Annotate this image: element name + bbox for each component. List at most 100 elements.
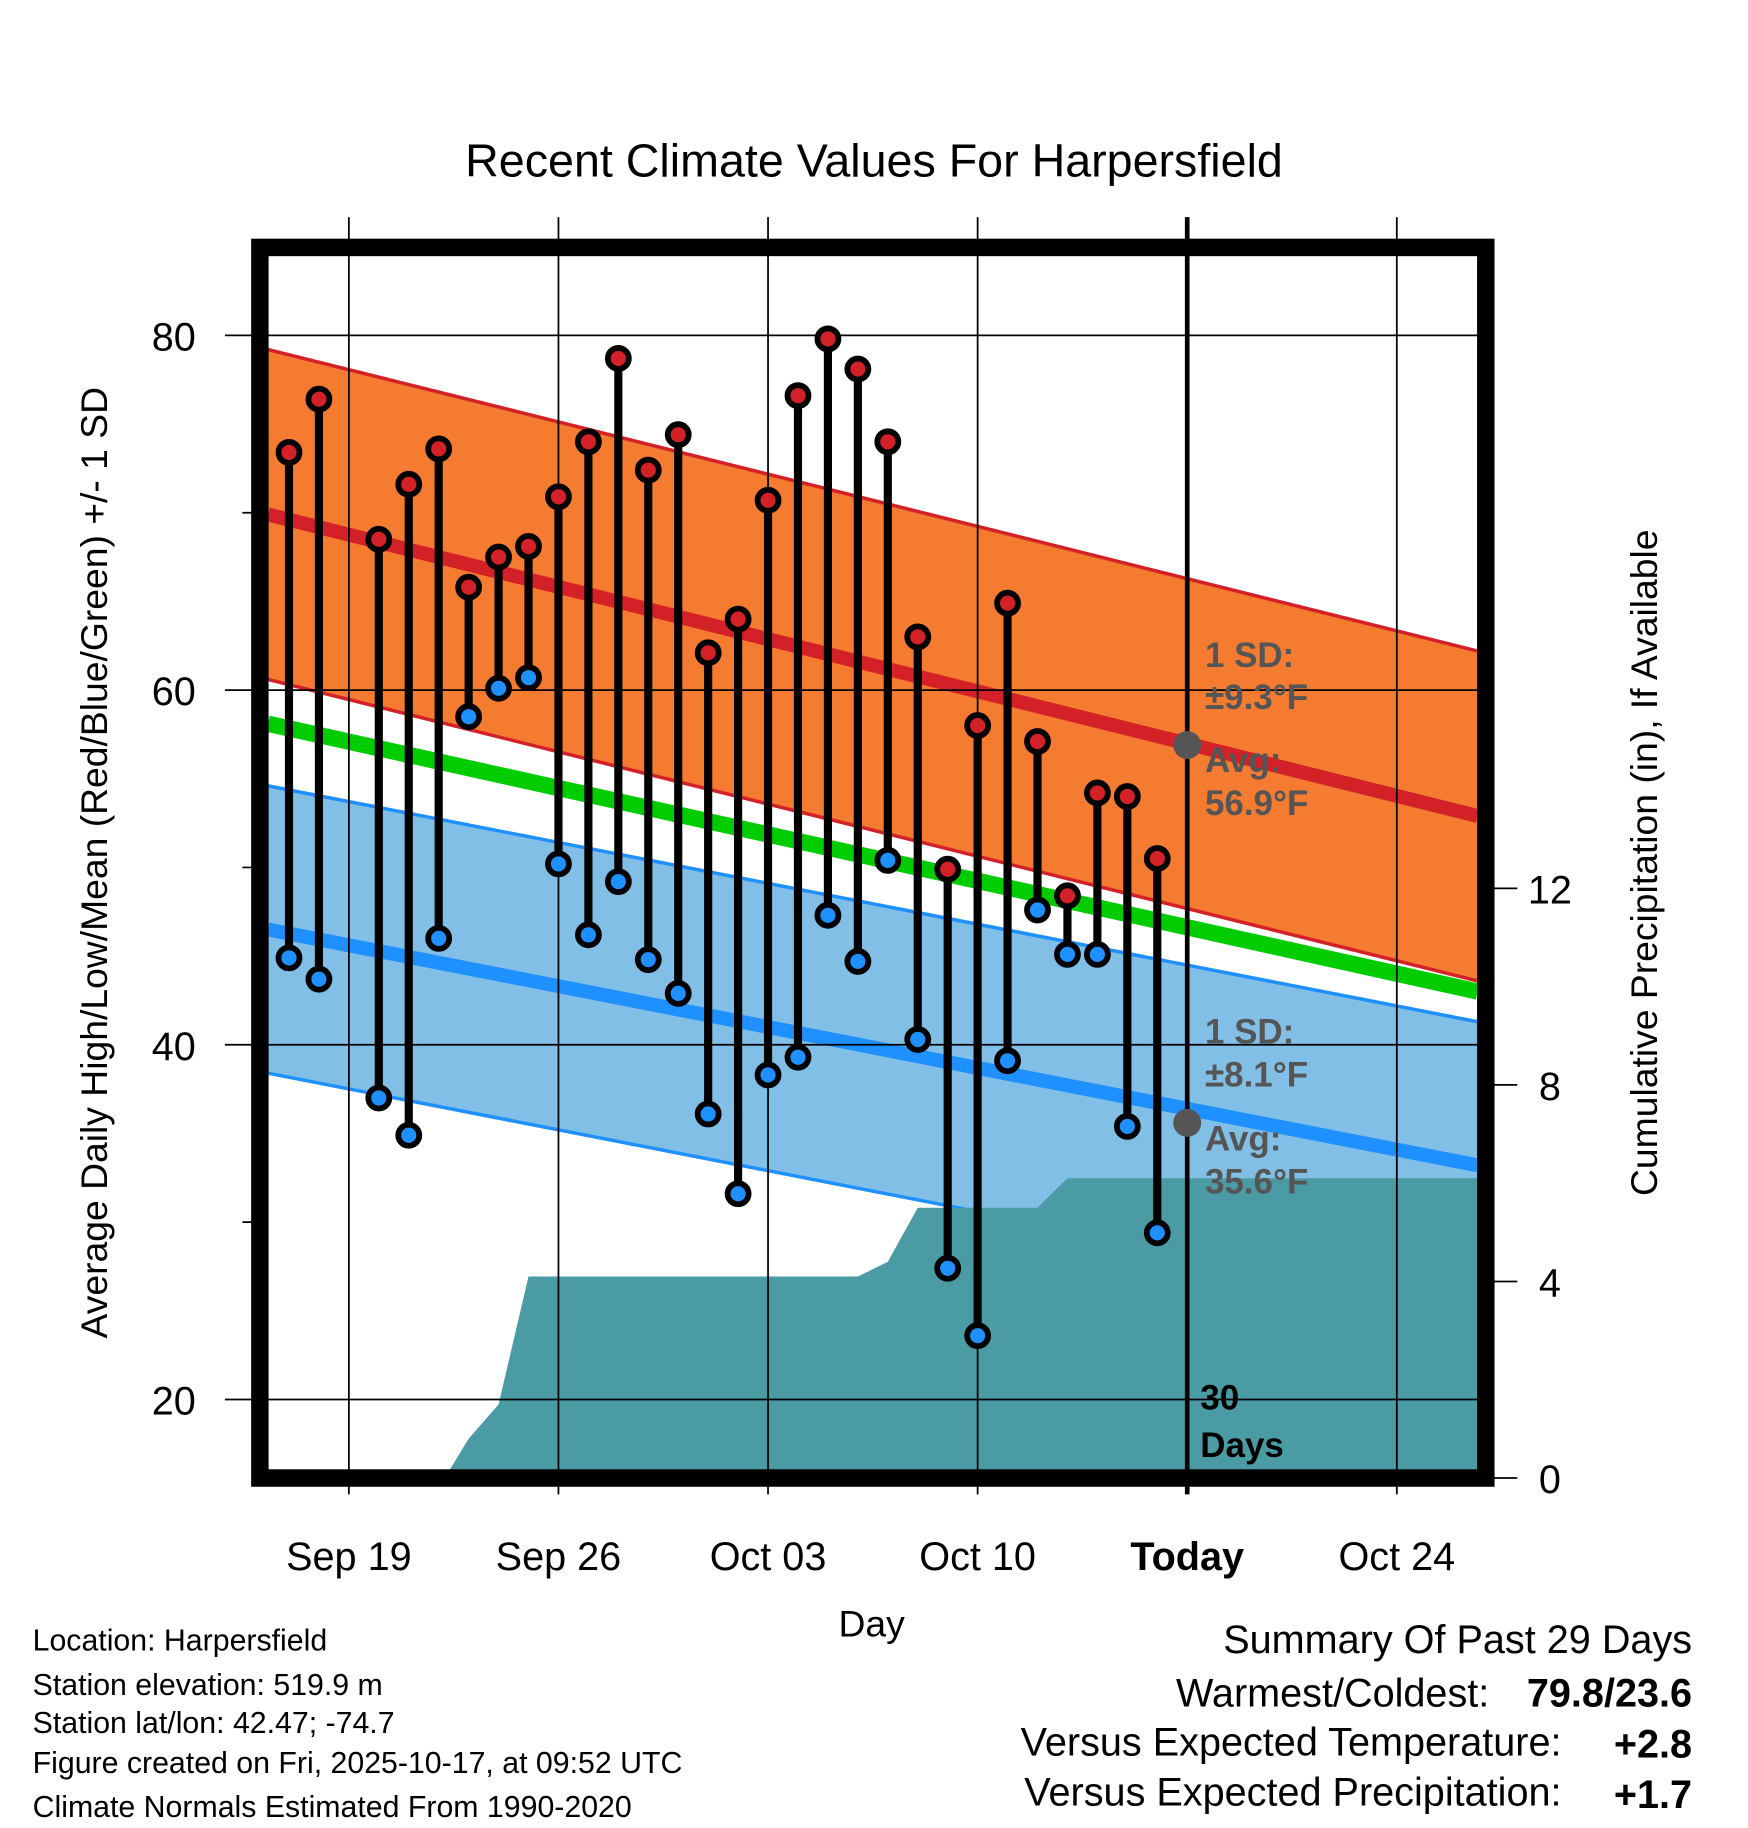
y2-tick-label: 4: [1539, 1262, 1561, 1306]
daily-high-point: [814, 325, 842, 353]
daily-low-point: [904, 1026, 932, 1053]
daily-low-point: [1054, 940, 1081, 968]
daily-high-point: [545, 483, 572, 511]
y-tick-label: 80: [152, 315, 196, 359]
summary-temp-label: Versus Expected Temperature:: [1021, 1720, 1562, 1764]
daily-low-point: [844, 948, 872, 975]
daily-high-point: [425, 435, 453, 463]
daily-low-point: [664, 979, 692, 1007]
daily-low-point: [634, 946, 662, 974]
daily-low-point: [305, 965, 333, 993]
daily-high-point: [574, 428, 602, 456]
daily-low-point: [874, 846, 902, 874]
daily-high-point: [395, 470, 423, 498]
footer-normals: Climate Normals Estimated From 1990-2020: [33, 1791, 632, 1824]
daily-low-point: [365, 1084, 393, 1112]
avg-low-line: [266, 922, 1479, 1173]
x-tick-label: Today: [1130, 1535, 1244, 1579]
daily-high-point: [994, 589, 1021, 617]
daily-low-point: [455, 703, 483, 731]
footer-location: Location: Harpersfield: [33, 1624, 328, 1657]
daily-low-point: [1083, 940, 1111, 968]
daily-high-point: [305, 385, 333, 413]
daily-low-point: [964, 1322, 992, 1350]
low-sd-label: 1 SD:: [1205, 1012, 1294, 1051]
daily-high-point: [515, 533, 542, 560]
daily-high-point: [694, 639, 722, 667]
daily-low-point: [275, 944, 303, 972]
daily-low-point: [574, 921, 602, 949]
axes: Sep 19 Sep 26 Oct 03 Oct 10 Today Oct 2420406…: [152, 217, 1572, 1579]
daily-low-point: [994, 1047, 1021, 1075]
daily-low-point: [1024, 896, 1051, 924]
daily-low-point: [545, 850, 572, 878]
daily-low-point: [1113, 1112, 1141, 1140]
x-tick-label: Oct 10: [919, 1535, 1036, 1579]
daily-high-point: [365, 525, 393, 553]
low-avg-label: Avg:: [1205, 1120, 1281, 1159]
x-axis-label: Day: [839, 1603, 906, 1645]
summary-title: Summary Of Past 29 Days: [1223, 1618, 1692, 1662]
daily-low-point: [754, 1061, 782, 1089]
daily-low-point: [694, 1100, 722, 1128]
low-sd-band-upper-edge: [267, 784, 1478, 1024]
high-avg-value: 56.9°F: [1205, 784, 1308, 823]
chart-title: Recent Climate Values For Harpersfield: [465, 134, 1283, 186]
daily-high-point: [1024, 728, 1051, 755]
daily-high-point: [1054, 882, 1081, 910]
y-tick-label: 20: [152, 1380, 196, 1424]
daily-high-point: [904, 623, 932, 651]
summary-precip-label: Versus Expected Precipitation:: [1024, 1770, 1561, 1814]
y-tick-label: 40: [152, 1025, 196, 1069]
daily-low-point: [814, 901, 842, 929]
y2-tick-label: 8: [1539, 1065, 1561, 1109]
low-avg-value: 35.6°F: [1205, 1163, 1308, 1202]
x-tick-label: Sep 26: [496, 1535, 622, 1579]
summary-precip-value: +1.7: [1614, 1773, 1692, 1817]
daily-high-point: [1143, 845, 1171, 872]
y2-axis-label: Cumulative Precipitation (in), If Availa…: [1623, 529, 1665, 1196]
daily-high-point: [1083, 779, 1111, 807]
x-tick-label: Sep 19: [286, 1535, 412, 1579]
high-sd-band-upper-edge: [267, 347, 1479, 653]
mean-line: [266, 715, 1480, 1000]
footer-latlon: Station lat/lon: 42.47; -74.7: [33, 1707, 395, 1740]
window-days-number: 30: [1200, 1378, 1239, 1417]
today-avg-low-marker: [1173, 1108, 1202, 1137]
y-axis-label: Average Daily High/Low/Mean (Red/Blue/Gr…: [73, 387, 115, 1338]
today-avg-high-marker: [1173, 731, 1202, 760]
high-sd-label: 1 SD:: [1205, 636, 1294, 675]
daily-low-point: [485, 674, 512, 702]
daily-high-point: [1113, 783, 1141, 810]
y2-tick-label: 0: [1539, 1458, 1561, 1502]
daily-low-point: [425, 924, 453, 952]
daily-low-point: [604, 868, 632, 896]
footer-created: Figure created on Fri, 2025-10-17, at 09…: [33, 1747, 683, 1780]
daily-low-point: [515, 664, 542, 692]
daily-low-point: [724, 1180, 752, 1208]
plot-frame: [251, 238, 1495, 1487]
daily-high-point: [455, 573, 483, 601]
low-sd-value: ±8.1°F: [1205, 1055, 1308, 1094]
summary-warm-cold-value: 79.8/23.6: [1527, 1671, 1692, 1715]
high-sd-value: ±9.3°F: [1205, 678, 1308, 717]
daily-low-point: [784, 1043, 812, 1071]
daily-low-point: [395, 1121, 423, 1149]
daily-high-point: [964, 712, 992, 739]
footer-elevation: Station elevation: 519.9 m: [33, 1669, 383, 1702]
daily-high-point: [634, 456, 662, 484]
daily-high-point: [874, 428, 902, 456]
daily-high-point: [724, 605, 752, 633]
daily-high-point: [604, 345, 632, 372]
daily-high-point: [844, 355, 872, 383]
daily-high-point: [275, 439, 303, 466]
y-tick-label: 60: [152, 670, 196, 714]
y2-tick-label: 12: [1528, 869, 1572, 913]
daily-high-point: [664, 421, 692, 449]
daily-low-point: [1143, 1219, 1171, 1247]
high-avg-label: Avg:: [1205, 741, 1281, 780]
avg-high-line: [266, 507, 1480, 823]
daily-high-point: [784, 382, 812, 410]
summary-warm-cold-label: Warmest/Coldest:: [1176, 1671, 1489, 1715]
